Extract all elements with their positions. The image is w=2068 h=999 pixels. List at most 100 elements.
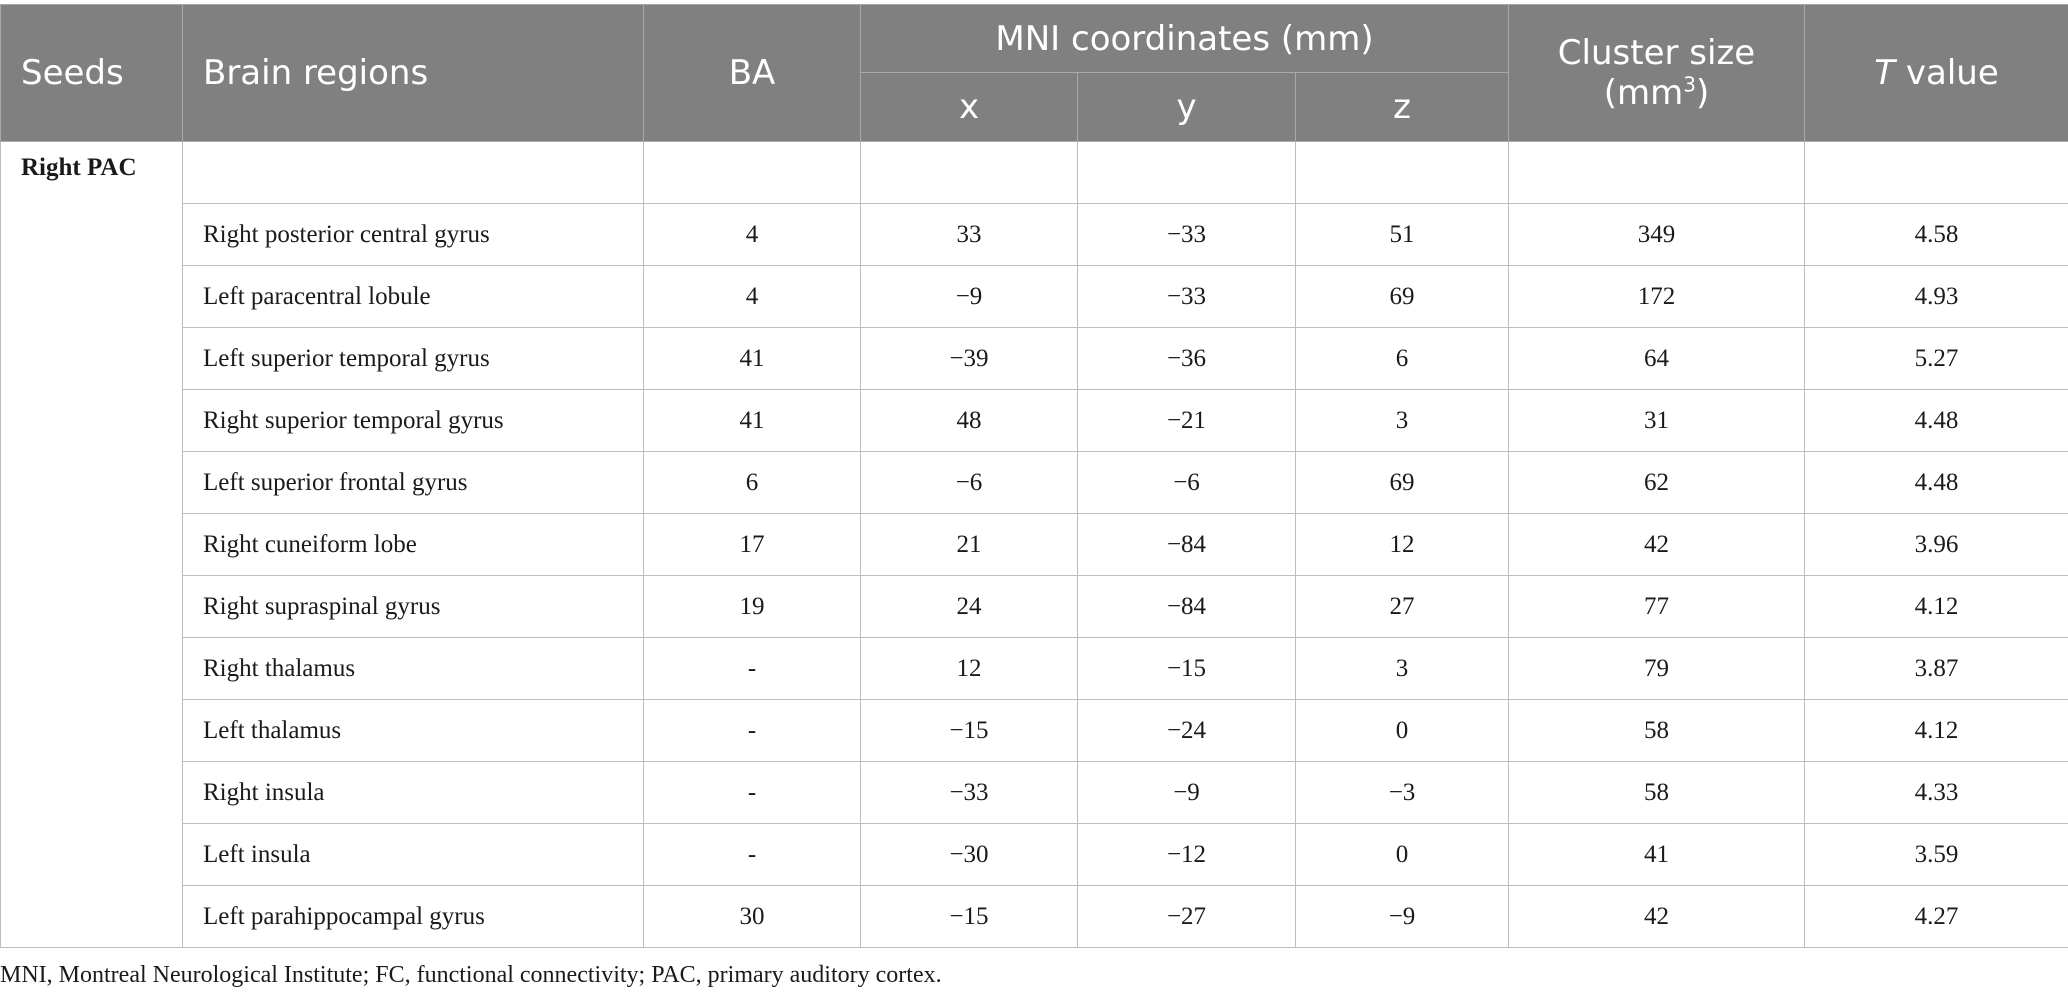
x-cell: 24 [860,575,1078,638]
ba-cell: 19 [643,575,861,638]
table-row: Left paracentral lobule 4 −9 −33 69 172 4.93 [1,265,2068,328]
y-cell: −84 [1077,513,1296,576]
table-row: Left thalamus - −15 −24 0 58 4.12 [1,699,2068,762]
t-value-cell: 3.96 [1804,513,2068,576]
cluster-size-cell: 62 [1508,451,1806,514]
x-cell: 33 [860,203,1078,266]
x-cell: −9 [860,265,1078,328]
header-cluster-unit-sup: 3 [1683,72,1696,97]
ba-cell: 17 [643,513,861,576]
z-cell: 0 [1294,823,1510,886]
x-cell: −15 [860,885,1078,948]
region-cell: Left insula [182,823,644,886]
seed-cell: Right PAC [0,141,183,948]
header-ba: BA [643,4,861,142]
table-row: Right posterior central gyrus 4 33 −33 51 349… [1,203,2068,266]
ba-cell: 4 [643,203,861,266]
table-row: Left insula - −30 −12 0 41 3.59 [1,823,2068,886]
ba-cell: - [643,699,861,762]
t-value-cell: 4.12 [1804,575,2068,638]
region-cell: Right cuneiform lobe [182,513,644,576]
t-value-cell: 4.48 [1804,389,2068,452]
z-cell: 3 [1294,389,1510,452]
empty-cell [860,141,1078,204]
z-cell: 69 [1294,265,1510,328]
ba-cell: 6 [643,451,861,514]
y-cell: −33 [1077,203,1296,266]
empty-cell [1508,141,1806,204]
t-value-cell: 4.58 [1804,203,2068,266]
t-value-cell: 4.33 [1804,761,2068,824]
z-cell: 69 [1294,451,1510,514]
empty-cell [182,141,644,204]
z-cell: 3 [1294,637,1510,700]
x-cell: −15 [860,699,1078,762]
header-cluster-unit-close: ) [1696,73,1710,113]
cluster-size-cell: 349 [1508,203,1806,266]
y-cell: −12 [1077,823,1296,886]
header-cluster-size-label: Cluster size [1557,33,1756,73]
cluster-size-cell: 42 [1508,885,1806,948]
header-cluster-unit-base: (mm [1603,73,1684,113]
region-cell: Left paracentral lobule [182,265,644,328]
region-cell: Right superior temporal gyrus [182,389,644,452]
t-value-cell: 4.93 [1804,265,2068,328]
header-z: z [1294,72,1510,142]
results-table: Seeds Brain regions BA MNI coordinates (… [0,4,2068,948]
x-cell: 21 [860,513,1078,576]
z-cell: 0 [1294,699,1510,762]
y-cell: −21 [1077,389,1296,452]
region-cell: Right supraspinal gyrus [182,575,644,638]
ba-cell: - [643,823,861,886]
cluster-size-cell: 41 [1508,823,1806,886]
z-cell: 12 [1294,513,1510,576]
empty-cell [643,141,861,204]
table-row: Left parahippocampal gyrus 30 −15 −27 −9 42 4.… [1,885,2068,948]
y-cell: −24 [1077,699,1296,762]
x-cell: 12 [860,637,1078,700]
region-cell: Right thalamus [182,637,644,700]
y-cell: −33 [1077,265,1296,328]
table-row: Right supraspinal gyrus 19 24 −84 27 77 4.12 [1,575,2068,638]
x-cell: −30 [860,823,1078,886]
y-cell: −27 [1077,885,1296,948]
header-t-value: T value [1804,4,2068,142]
region-cell: Left superior frontal gyrus [182,451,644,514]
seed-row: Right PAC [0,141,2068,948]
region-cell: Left superior temporal gyrus [182,327,644,390]
ba-cell: 4 [643,265,861,328]
ba-cell: 30 [643,885,861,948]
y-cell: −9 [1077,761,1296,824]
y-cell: −84 [1077,575,1296,638]
header-brain-regions: Brain regions [182,4,644,142]
ba-cell: - [643,761,861,824]
x-cell: −33 [860,761,1078,824]
z-cell: −9 [1294,885,1510,948]
table-row: Left superior frontal gyrus 6 −6 −6 69 62 4.48 [1,451,2068,514]
t-value-cell: 4.48 [1804,451,2068,514]
cluster-size-cell: 77 [1508,575,1806,638]
ba-cell: - [643,637,861,700]
region-cell: Left parahippocampal gyrus [182,885,644,948]
header-mni-coordinates: MNI coordinates (mm) [859,4,1510,73]
results-table-container: Seeds Brain regions BA MNI coordinates (… [0,4,2068,948]
cluster-size-cell: 79 [1508,637,1806,700]
region-cell: Right posterior central gyrus [182,203,644,266]
cluster-size-cell: 42 [1508,513,1806,576]
table-footnote: MNI, Montreal Neurological Institute; FC… [0,962,942,988]
empty-cell [1077,141,1296,204]
t-value-cell: 3.87 [1804,637,2068,700]
region-cell: Left thalamus [182,699,644,762]
ba-cell: 41 [643,327,861,390]
t-value-cell: 4.12 [1804,699,2068,762]
x-cell: −6 [860,451,1078,514]
cluster-size-cell: 58 [1508,699,1806,762]
empty-cell [1294,141,1510,204]
x-cell: 48 [860,389,1078,452]
table-row: Left superior temporal gyrus 41 −39 −36 6 64 5… [1,327,2068,390]
x-cell: −39 [860,327,1078,390]
header-t-letter: T [1874,53,1896,93]
table-body: Right PAC Right posterior central gyrus 4… [0,141,2068,948]
cluster-size-cell: 31 [1508,389,1806,452]
y-cell: −36 [1077,327,1296,390]
